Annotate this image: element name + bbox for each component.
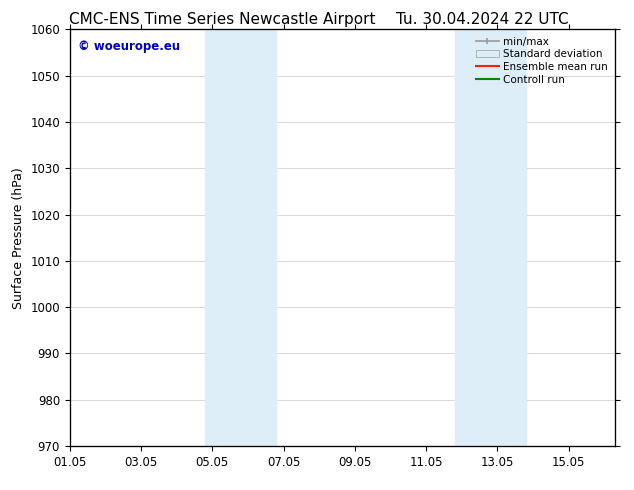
Text: CMC-ENS Time Series Newcastle Airport: CMC-ENS Time Series Newcastle Airport bbox=[68, 12, 375, 27]
Bar bbox=[205, 29, 276, 446]
Y-axis label: Surface Pressure (hPa): Surface Pressure (hPa) bbox=[11, 167, 25, 309]
Text: Tu. 30.04.2024 22 UTC: Tu. 30.04.2024 22 UTC bbox=[396, 12, 568, 27]
Bar bbox=[455, 29, 526, 446]
Legend: min/max, Standard deviation, Ensemble mean run, Controll run: min/max, Standard deviation, Ensemble me… bbox=[474, 35, 610, 87]
Text: © woeurope.eu: © woeurope.eu bbox=[78, 40, 180, 53]
